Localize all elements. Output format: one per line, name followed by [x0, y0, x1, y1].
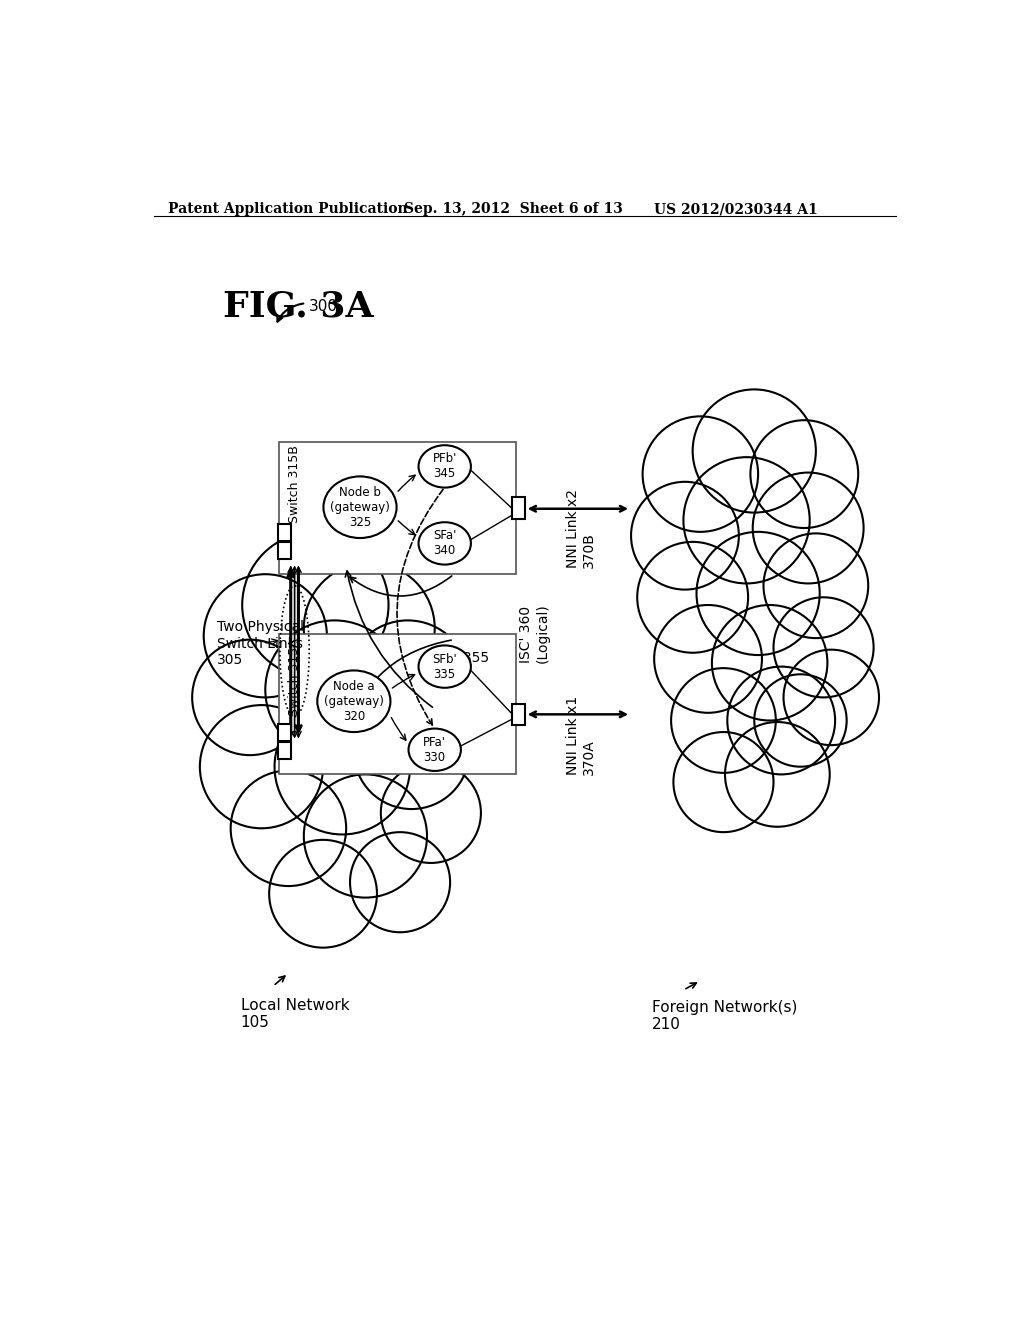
Text: Patent Application Publication: Patent Application Publication — [168, 202, 408, 216]
Circle shape — [683, 457, 810, 583]
Circle shape — [204, 574, 327, 697]
Ellipse shape — [324, 477, 396, 539]
Circle shape — [751, 420, 858, 528]
FancyBboxPatch shape — [280, 635, 515, 775]
Circle shape — [674, 733, 773, 832]
Circle shape — [631, 482, 739, 590]
Circle shape — [346, 620, 469, 743]
Text: SFb'
335: SFb' 335 — [432, 652, 457, 681]
Circle shape — [712, 605, 827, 721]
Circle shape — [753, 473, 863, 583]
Circle shape — [643, 416, 758, 532]
Ellipse shape — [419, 445, 471, 487]
Text: SFa'
340: SFa' 340 — [433, 529, 457, 557]
Ellipse shape — [419, 523, 471, 565]
Circle shape — [265, 620, 403, 759]
Circle shape — [783, 649, 879, 744]
Circle shape — [755, 675, 847, 767]
FancyBboxPatch shape — [512, 498, 524, 519]
Text: Node a
(gateway)
320: Node a (gateway) 320 — [324, 680, 384, 723]
FancyBboxPatch shape — [280, 442, 515, 574]
Circle shape — [727, 667, 836, 775]
Text: PFb'
345: PFb' 345 — [432, 453, 457, 480]
Text: Two Physical
Switch Links
305: Two Physical Switch Links 305 — [217, 620, 304, 667]
Text: Sep. 13, 2012  Sheet 6 of 13: Sep. 13, 2012 Sheet 6 of 13 — [403, 202, 623, 216]
Ellipse shape — [317, 671, 390, 733]
Circle shape — [193, 640, 307, 755]
Text: ISC' 360
(Logical): ISC' 360 (Logical) — [519, 603, 550, 663]
FancyBboxPatch shape — [279, 524, 291, 541]
Circle shape — [243, 532, 388, 678]
Text: PFa'
330: PFa' 330 — [423, 735, 446, 764]
Circle shape — [725, 722, 829, 826]
Text: US 2012/0230344 A1: US 2012/0230344 A1 — [654, 202, 818, 216]
Circle shape — [654, 605, 762, 713]
Circle shape — [671, 668, 776, 774]
Circle shape — [764, 533, 868, 638]
Text: ISC 355: ISC 355 — [436, 651, 489, 665]
Text: Switch 315B: Switch 315B — [289, 446, 301, 524]
Circle shape — [304, 775, 427, 898]
FancyBboxPatch shape — [512, 704, 524, 725]
Circle shape — [354, 693, 469, 809]
Circle shape — [692, 389, 816, 512]
Circle shape — [381, 763, 481, 863]
Circle shape — [230, 771, 346, 886]
Circle shape — [696, 532, 819, 655]
Text: NNI Link x1
370A: NNI Link x1 370A — [565, 696, 596, 775]
FancyBboxPatch shape — [279, 742, 291, 759]
Circle shape — [637, 543, 749, 653]
FancyBboxPatch shape — [279, 543, 291, 558]
Circle shape — [200, 705, 323, 829]
FancyBboxPatch shape — [279, 725, 291, 742]
Text: Switch 315A: Switch 315A — [289, 638, 301, 715]
Text: Foreign Network(s)
210: Foreign Network(s) 210 — [652, 1001, 798, 1032]
Text: Node b
(gateway)
325: Node b (gateway) 325 — [330, 486, 390, 529]
Text: NNI Link x2
370B: NNI Link x2 370B — [565, 490, 596, 569]
Circle shape — [274, 700, 410, 834]
Text: FIG. 3A: FIG. 3A — [223, 289, 374, 323]
Ellipse shape — [409, 729, 461, 771]
Circle shape — [773, 598, 873, 697]
Circle shape — [269, 840, 377, 948]
Circle shape — [350, 832, 451, 932]
Ellipse shape — [419, 645, 471, 688]
Text: 300: 300 — [308, 300, 338, 314]
Circle shape — [304, 562, 435, 693]
Text: Local Network
105: Local Network 105 — [241, 998, 349, 1030]
